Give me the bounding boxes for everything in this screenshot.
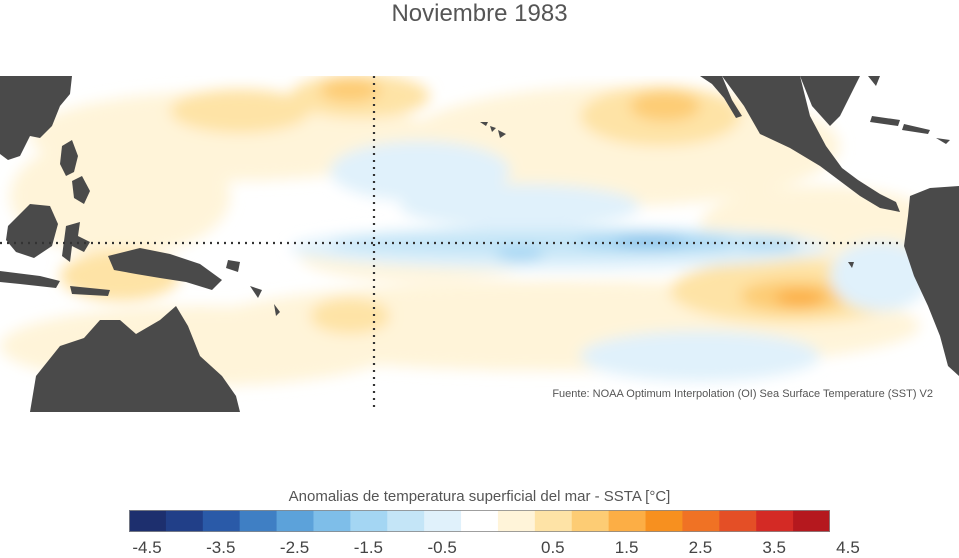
colorbar-title: Anomalias de temperatura superficial del… xyxy=(288,488,671,505)
colorbar-swatch xyxy=(608,510,647,532)
colorbar-swatch xyxy=(313,510,351,532)
colorbar-tick-label: 2.5 xyxy=(688,538,713,557)
colorbar-tick-label: -0.5 xyxy=(427,538,457,557)
colorbar xyxy=(129,510,831,532)
colorbar-tick-label: -3.5 xyxy=(206,538,236,557)
colorbar-swatch xyxy=(350,510,388,532)
land xyxy=(0,76,959,412)
colorbar-tick-labels: -4.5 -3.5 -2.5 -1.5 -0.5 0.5 1.5 2.5 3.5 4.5 xyxy=(0,538,959,557)
colorbar-tick-label: 3.5 xyxy=(762,538,787,557)
colorbar-swatch xyxy=(129,510,167,532)
source-note: Fuente: NOAA Optimum Interpolation (OI) … xyxy=(552,388,933,400)
colorbar-swatch xyxy=(202,510,241,532)
colorbar-swatch xyxy=(571,510,610,532)
colorbar-swatch xyxy=(276,510,315,532)
colorbar-swatch xyxy=(497,510,536,532)
colorbar-tick-label: -4.5 xyxy=(132,538,162,557)
colorbar-tick-label: -2.5 xyxy=(279,538,310,557)
colorbar-swatch xyxy=(534,510,573,532)
colorbar-tick-label: 4.5 xyxy=(836,538,860,557)
colorbar-swatch xyxy=(165,510,204,532)
colorbar-swatch xyxy=(793,510,831,532)
colorbar-tick-label: 1.5 xyxy=(614,538,639,557)
colorbar-swatch xyxy=(461,510,499,532)
reference-lines xyxy=(0,76,900,412)
colorbar-swatch xyxy=(387,510,425,532)
map-title: Noviembre 1983 xyxy=(391,0,568,27)
colorbar-tick-label: -1.5 xyxy=(353,538,384,557)
sst-anomaly-map xyxy=(0,76,959,412)
colorbar-tick-label: 0.5 xyxy=(541,538,565,557)
colorbar-swatch xyxy=(719,510,757,532)
colorbar-swatch xyxy=(239,510,278,532)
colorbar-swatch xyxy=(682,510,720,532)
colorbar-swatch xyxy=(645,510,684,532)
colorbar-swatch xyxy=(424,510,462,532)
colorbar-swatch xyxy=(756,510,794,532)
